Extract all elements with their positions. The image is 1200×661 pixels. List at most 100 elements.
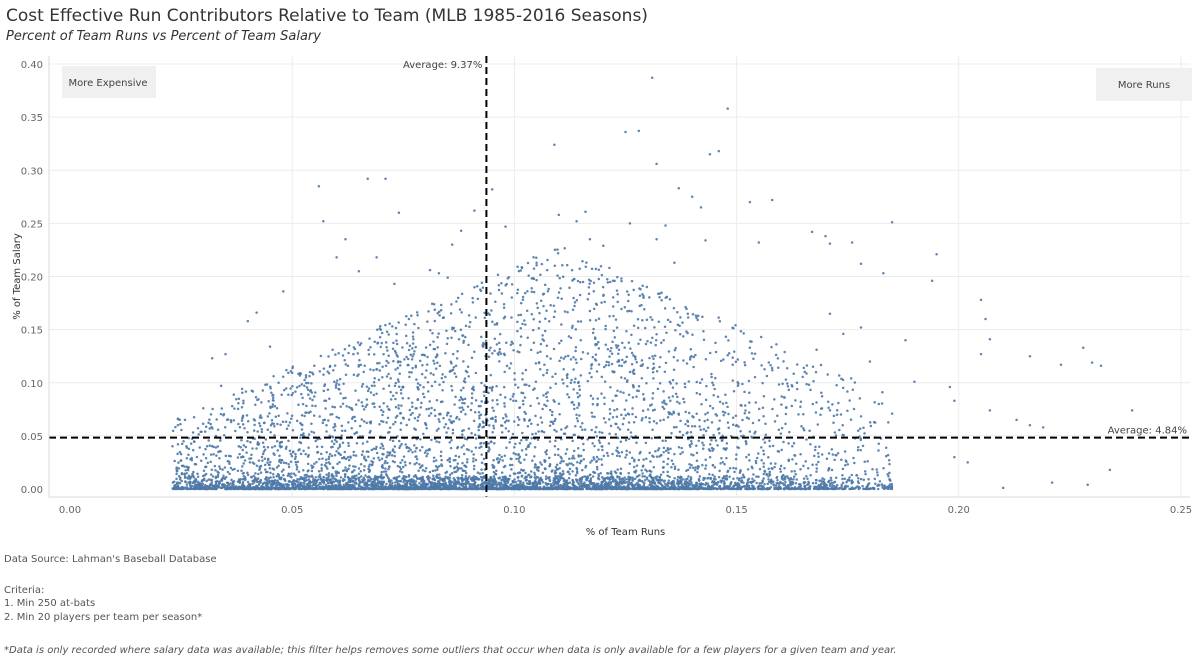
- data-point: [719, 359, 723, 363]
- data-point: [261, 441, 265, 444]
- data-point: [215, 486, 219, 490]
- data-point: [541, 334, 544, 337]
- data-point: [437, 418, 440, 421]
- data-point: [432, 359, 435, 362]
- data-point: [706, 426, 710, 429]
- data-point: [565, 374, 569, 377]
- data-point: [417, 415, 420, 419]
- data-point: [627, 480, 631, 483]
- data-point: [681, 451, 684, 454]
- data-point: [328, 397, 331, 401]
- data-point: [429, 371, 433, 375]
- data-point: [395, 339, 398, 342]
- data-point: [598, 441, 602, 444]
- data-point: [276, 479, 279, 483]
- data-point: [370, 448, 374, 452]
- data-point: [363, 464, 366, 468]
- data-point: [396, 378, 400, 381]
- data-point: [623, 408, 627, 411]
- data-point: [171, 481, 175, 484]
- data-point: [802, 366, 806, 370]
- data-point: [464, 475, 468, 478]
- data-point: [357, 399, 360, 402]
- data-point: [558, 412, 561, 416]
- data-point: [632, 324, 636, 327]
- data-point: [748, 459, 751, 462]
- data-point: [689, 355, 692, 359]
- data-point: [575, 298, 579, 302]
- data-point: [510, 283, 514, 286]
- data-point: [458, 406, 461, 410]
- data-point: [720, 457, 723, 460]
- data-point: [519, 343, 522, 347]
- data-point: [287, 465, 291, 469]
- data-point: [455, 465, 458, 468]
- data-point: [649, 316, 652, 319]
- data-point: [817, 455, 820, 458]
- data-point: [750, 484, 754, 487]
- data-point: [714, 350, 718, 354]
- data-point: [765, 374, 769, 378]
- data-point: [820, 407, 824, 410]
- data-point: [219, 412, 223, 416]
- data-point: [398, 470, 402, 473]
- data-point: [277, 464, 280, 468]
- data-point: [799, 468, 802, 471]
- data-point: [257, 483, 261, 486]
- data-point: [545, 371, 549, 375]
- data-point: [532, 290, 536, 294]
- data-point: [495, 398, 499, 402]
- data-point: [304, 381, 308, 385]
- data-point: [551, 410, 554, 414]
- data-point: [563, 482, 567, 485]
- data-point: [784, 422, 787, 426]
- data-point: [438, 473, 441, 476]
- data-point: [367, 455, 370, 459]
- data-point: [698, 425, 701, 428]
- data-point: [534, 432, 538, 435]
- data-point: [176, 423, 180, 427]
- data-point: [662, 418, 665, 422]
- data-point: [460, 473, 464, 477]
- data-point: [683, 400, 686, 404]
- data-point: [439, 413, 442, 416]
- data-point: [405, 355, 408, 359]
- data-point: [554, 439, 557, 442]
- data-point: [234, 429, 237, 433]
- data-point: [826, 373, 829, 376]
- data-point: [852, 407, 856, 411]
- data-point: [380, 408, 383, 412]
- data-point: [571, 478, 574, 482]
- data-point: [695, 380, 699, 384]
- data-point: [476, 471, 480, 474]
- data-point: [687, 380, 691, 383]
- data-point: [779, 464, 783, 468]
- data-point: [278, 454, 281, 458]
- data-point: [833, 458, 836, 462]
- data-point: [183, 418, 187, 422]
- data-point: [676, 395, 679, 399]
- data-point: [791, 444, 794, 448]
- data-point: [179, 422, 182, 426]
- data-point: [590, 267, 594, 271]
- data-point: [608, 412, 612, 415]
- data-point: [407, 317, 411, 321]
- data-point: [653, 408, 656, 412]
- data-point: [577, 482, 580, 486]
- data-point: [843, 477, 847, 480]
- data-point: [630, 363, 634, 366]
- data-point: [770, 366, 774, 370]
- data-point: [587, 292, 591, 296]
- data-point: [606, 278, 609, 281]
- data-point: [335, 449, 338, 453]
- data-point: [331, 348, 334, 352]
- data-point: [274, 415, 278, 418]
- data-point: [726, 353, 729, 357]
- data-point: [312, 431, 316, 434]
- data-point: [813, 454, 816, 458]
- data-point: [281, 420, 285, 424]
- data-point: [402, 455, 406, 458]
- data-point: [566, 385, 569, 388]
- data-point: [238, 452, 241, 456]
- data-point: [641, 465, 645, 468]
